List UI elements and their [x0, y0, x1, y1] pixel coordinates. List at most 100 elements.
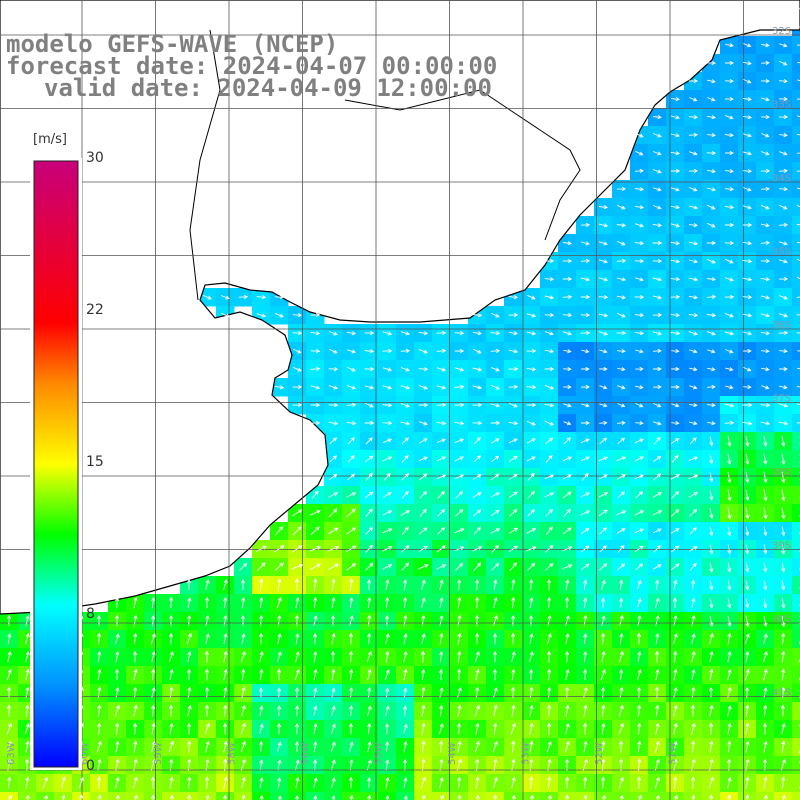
wind-arrow — [255, 545, 267, 552]
wind-arrow — [760, 403, 771, 408]
wind-arrow — [761, 151, 770, 156]
wind-arrow — [508, 402, 518, 408]
wind-arrow — [382, 331, 393, 336]
wind-arrow — [547, 794, 552, 800]
wind-arrow — [331, 578, 336, 591]
wind-arrow — [617, 545, 625, 553]
wind-arrow — [547, 758, 552, 771]
wind-arrow — [491, 562, 500, 571]
wind-arrow — [472, 402, 483, 407]
wind-arrow — [709, 526, 714, 537]
wind-arrow — [745, 758, 750, 771]
wind-arrow — [653, 455, 662, 462]
wind-arrow — [763, 562, 768, 573]
wind-cell — [36, 792, 55, 800]
wind-arrow — [655, 722, 660, 735]
wind-arrow — [349, 794, 354, 800]
wind-arrow — [727, 526, 732, 537]
wind-arrow — [526, 546, 537, 552]
wind-arrow — [634, 205, 645, 210]
wind-arrow — [796, 422, 800, 424]
wind-arrow — [527, 472, 535, 481]
wind-arrow — [796, 170, 800, 172]
wind-arrow — [418, 367, 429, 372]
wind-cell — [792, 522, 800, 541]
wind-arrow — [526, 420, 536, 426]
lat-label: 41S — [772, 688, 791, 699]
wind-arrow — [601, 740, 606, 753]
wind-arrow — [742, 205, 752, 210]
wind-arrow — [97, 632, 102, 645]
wind-arrow — [475, 794, 480, 800]
wind-arrow — [599, 527, 608, 535]
wind-arrow — [454, 402, 465, 407]
wind-arrow — [601, 722, 606, 735]
wind-arrow — [562, 456, 572, 462]
wind-arrow — [187, 614, 192, 627]
wind-arrow — [760, 258, 771, 264]
wind-arrow — [796, 314, 800, 316]
wind-arrow — [763, 489, 768, 502]
wind-arrow — [187, 794, 192, 800]
wind-arrow — [707, 384, 716, 389]
wind-arrow — [562, 313, 573, 318]
wind-arrow — [205, 686, 210, 699]
wind-arrow — [706, 294, 717, 299]
wind-arrow — [760, 204, 770, 210]
wind-arrow — [544, 562, 554, 571]
wind-arrow — [327, 527, 339, 535]
wind-cell — [792, 756, 800, 775]
wind-arrow — [727, 632, 732, 645]
wind-arrow — [724, 187, 735, 192]
wind-arrow — [133, 614, 138, 627]
wind-arrow — [473, 526, 481, 535]
wind-cell — [792, 720, 800, 739]
wind-arrow — [385, 794, 390, 800]
wind-arrow — [707, 222, 716, 228]
wind-arrow — [780, 704, 786, 717]
lat-label: 37S — [772, 394, 791, 405]
wind-arrow — [295, 650, 300, 663]
wind-arrow — [454, 331, 465, 336]
wind-arrow — [724, 294, 735, 299]
wind-arrow — [598, 295, 609, 300]
wind-arrow — [382, 546, 393, 552]
wind-arrow — [673, 740, 678, 753]
wind-arrow — [419, 473, 428, 481]
wind-arrow — [616, 204, 626, 210]
wind-arrow — [309, 510, 321, 516]
wind-arrow — [151, 650, 156, 663]
wind-arrow — [367, 794, 372, 800]
wind-arrow — [367, 722, 372, 735]
land-mask — [0, 0, 800, 615]
wind-arrow — [454, 384, 465, 389]
wind-arrow — [563, 367, 572, 372]
wind-arrow — [259, 776, 264, 789]
wind-cell — [792, 558, 800, 577]
wind-arrow — [367, 740, 372, 753]
wind-arrow — [562, 546, 573, 552]
wind-arrow — [6, 740, 12, 753]
wind-arrow — [691, 794, 696, 800]
wind-arrow — [653, 473, 662, 481]
wind-arrow — [797, 115, 800, 118]
wind-arrow — [745, 544, 750, 555]
wind-arrow — [743, 385, 752, 390]
wind-arrow — [760, 79, 770, 84]
wind-arrow — [493, 650, 498, 663]
wind-arrow — [797, 386, 800, 388]
wind-arrow — [653, 366, 662, 372]
wind-arrow — [796, 133, 800, 136]
lon-label: 55W — [374, 742, 385, 765]
wind-arrow — [763, 507, 768, 520]
wind-arrow — [330, 759, 336, 771]
wind-arrow — [490, 403, 501, 408]
wind-arrow — [150, 632, 156, 645]
wind-arrow — [583, 650, 588, 663]
wind-arrow — [580, 258, 591, 263]
wind-arrow — [202, 294, 212, 300]
wind-arrow — [727, 615, 732, 627]
wind-arrow — [634, 241, 645, 246]
wind-arrow — [526, 438, 536, 444]
